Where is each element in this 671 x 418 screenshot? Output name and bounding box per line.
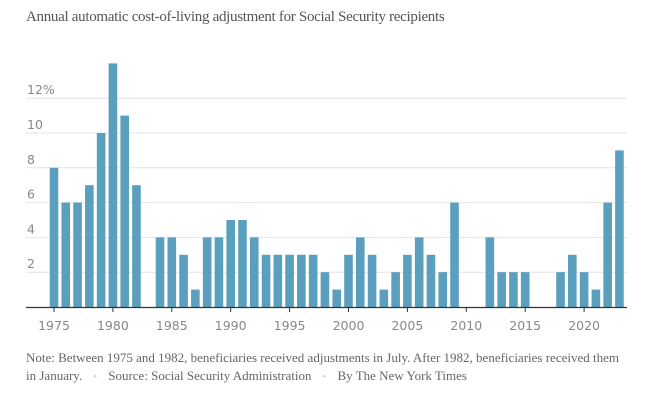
bar xyxy=(297,254,306,307)
bar xyxy=(414,237,424,307)
bar xyxy=(355,237,365,307)
bar xyxy=(426,254,436,307)
source-credit: Source: Social Security Administration xyxy=(108,368,312,383)
bar xyxy=(249,237,259,307)
x-tick-label: 1985 xyxy=(156,318,188,333)
bar xyxy=(226,220,235,307)
y-axis: 2 4 6 8 10 12% xyxy=(27,82,55,271)
bar xyxy=(344,254,353,307)
bar xyxy=(285,254,294,307)
separator-dot: • xyxy=(93,372,97,383)
x-tick-label: 2020 xyxy=(568,318,600,333)
bar xyxy=(579,272,589,307)
bar xyxy=(391,272,400,307)
x-tick-label: 2010 xyxy=(450,318,482,333)
x-tick-label: 1990 xyxy=(215,318,247,333)
x-axis: 1975 1980 1985 1990 1995 2000 2005 2010 2015 2020 xyxy=(26,306,627,333)
bar xyxy=(132,185,141,307)
bar xyxy=(85,185,94,307)
bar xyxy=(509,272,518,307)
x-tick-label: 2005 xyxy=(391,318,423,333)
bar xyxy=(556,272,565,307)
y-tick-label: 6 xyxy=(27,187,35,202)
bar xyxy=(308,254,318,307)
y-tick-label: 4 xyxy=(27,221,35,236)
bar xyxy=(202,237,212,307)
byline: By The New York Times xyxy=(337,368,467,383)
bar xyxy=(591,289,601,307)
bar xyxy=(49,167,59,307)
bar xyxy=(332,289,342,307)
bar xyxy=(96,133,106,307)
footnote: Note: Between 1975 and 1982, beneficiari… xyxy=(26,350,619,383)
y-tick-label: 12% xyxy=(27,82,55,97)
bar xyxy=(179,254,188,307)
separator-dot: • xyxy=(322,372,327,383)
bar xyxy=(320,272,330,307)
x-tick-label: 1980 xyxy=(97,318,129,333)
bar xyxy=(61,202,71,307)
bar xyxy=(438,272,448,307)
bar xyxy=(261,254,271,307)
bar xyxy=(73,202,82,307)
bar xyxy=(568,254,577,307)
y-tick-label: 2 xyxy=(27,256,35,271)
bar xyxy=(214,237,224,307)
bar xyxy=(603,202,612,307)
chart-footer: Note: Between 1975 and 1982, beneficiari… xyxy=(26,349,626,387)
x-tick-label: 2000 xyxy=(333,318,365,333)
bar xyxy=(238,220,247,307)
bar xyxy=(367,254,377,307)
bars xyxy=(49,63,624,308)
bar xyxy=(191,289,200,307)
bar xyxy=(108,63,118,308)
bar xyxy=(155,237,165,307)
bar xyxy=(450,202,459,307)
bar xyxy=(485,237,495,307)
bar xyxy=(615,150,624,307)
bar xyxy=(167,237,177,307)
bar xyxy=(497,272,506,307)
bar xyxy=(520,272,530,307)
y-tick-label: 8 xyxy=(27,152,35,167)
x-tick-label: 2015 xyxy=(509,318,541,333)
bar xyxy=(403,254,412,307)
y-tick-label: 10 xyxy=(27,117,43,132)
x-tick-label: 1995 xyxy=(274,318,306,333)
bar xyxy=(379,289,389,307)
bar xyxy=(273,254,283,307)
chart-title: Annual automatic cost-of-living adjustme… xyxy=(26,9,445,25)
x-tick-label: 1975 xyxy=(38,318,70,333)
bar-chart: 2 4 6 8 10 12% 1975 1980 1985 1990 1995 2000 2005 20… xyxy=(26,63,627,333)
bar xyxy=(120,115,129,307)
